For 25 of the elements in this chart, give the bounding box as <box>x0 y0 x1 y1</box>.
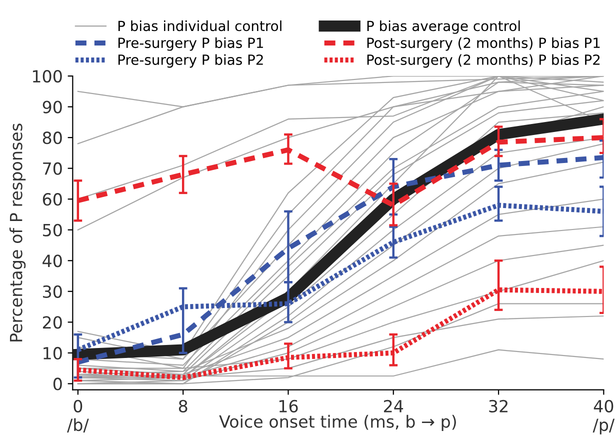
legend-label: Pre-surgery P bias P2 <box>118 54 263 68</box>
y-axis-title: Percentage of P responses <box>9 124 26 342</box>
x-axis-title: Voice onset time (ms, b → p) <box>219 414 456 432</box>
legend-label: Post-surgery (2 months) P bias P2 <box>367 54 600 68</box>
legend-label: Post-surgery (2 months) P bias P1 <box>367 37 600 51</box>
x-tick-label: 40 /p/ <box>592 400 615 434</box>
legend-label: Pre-surgery P bias P1 <box>118 37 263 51</box>
legend-label: P bias average control <box>367 20 520 34</box>
y-tick-label: 50 <box>43 224 62 236</box>
y-tick-label: 0 <box>53 378 62 390</box>
x-tick-label: 32 <box>489 400 508 412</box>
y-tick-label: 90 <box>42 100 62 114</box>
y-tick-label: 70 <box>43 162 62 175</box>
y-tick-label: 40 <box>42 254 62 268</box>
y-tick-label: 60 <box>42 193 62 206</box>
x-tick-label: 0 /b/ <box>67 400 89 432</box>
y-tick-label: 80 <box>42 132 62 144</box>
y-tick-label: 10 <box>44 346 62 360</box>
y-tick-label: 100 <box>32 70 62 83</box>
x-tick-label: 24 <box>384 400 404 412</box>
x-tick-label: 16 <box>279 400 298 412</box>
y-tick-label: 30 <box>43 285 62 298</box>
x-tick-label: 8 <box>178 400 188 412</box>
y-tick-label: 20 <box>42 316 62 329</box>
legend-label: P bias individual control <box>118 20 282 32</box>
